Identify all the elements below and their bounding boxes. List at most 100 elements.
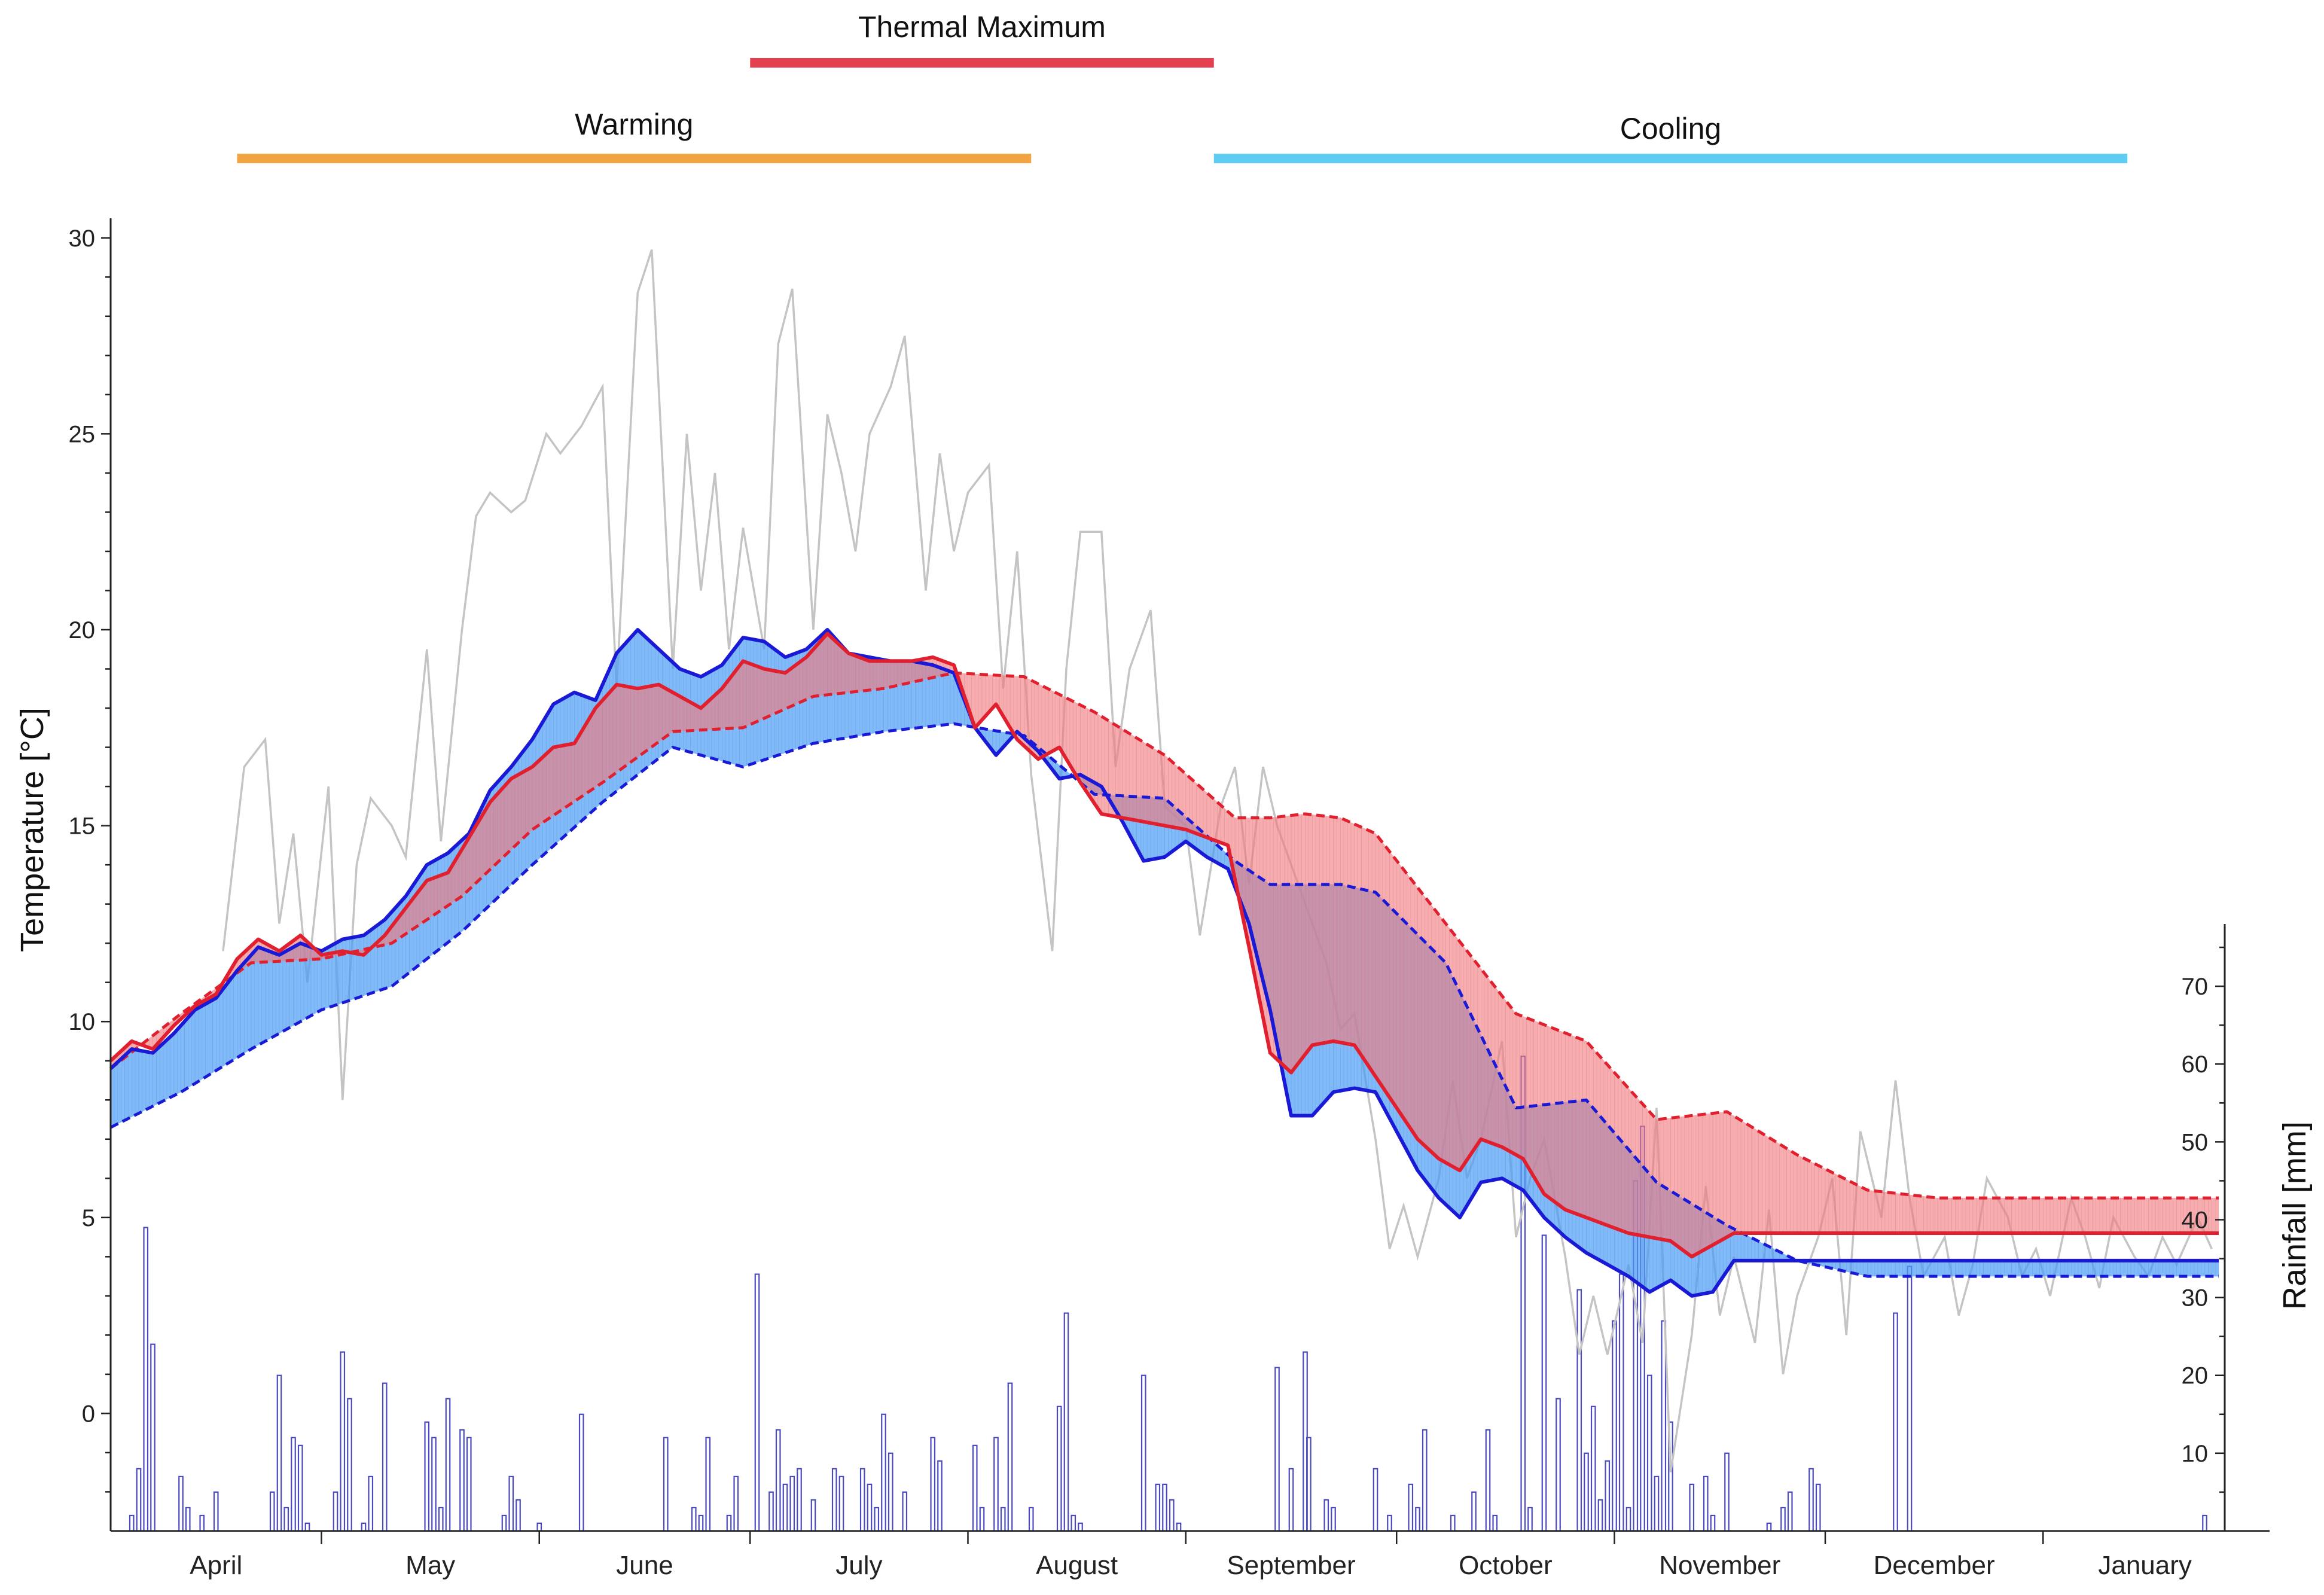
red-band [1554, 1028, 1559, 1205]
blue-band [153, 1049, 157, 1107]
red-band [1941, 1197, 1945, 1234]
blue-band [2208, 1260, 2212, 1277]
rainfall-bar [347, 1398, 352, 1532]
red-band [623, 685, 627, 768]
red-band [1168, 758, 1172, 828]
blue-band [2074, 1260, 2079, 1277]
red-band [1804, 1158, 1808, 1234]
rainfall-bar [881, 1413, 886, 1532]
rainfall-bar [1056, 1405, 1062, 1532]
red-band [1544, 1024, 1548, 1197]
blue-band [943, 669, 947, 725]
blue-band [275, 953, 280, 1036]
month-label: May [405, 1551, 455, 1580]
blue-band [219, 988, 224, 1069]
red-band [1519, 1014, 1524, 1160]
red-band [739, 660, 743, 728]
red-band [1449, 928, 1453, 1167]
red-band [434, 876, 438, 916]
red-band [1614, 1072, 1618, 1230]
red-band [1161, 752, 1165, 826]
red-band [792, 664, 796, 706]
red-band [981, 674, 986, 721]
red-band [736, 665, 740, 728]
blue-band [132, 1048, 136, 1117]
red-band [1463, 946, 1468, 1166]
red-band [1048, 688, 1053, 754]
red-band [1835, 1173, 1840, 1234]
rainfall-bar [859, 1468, 865, 1532]
blue-band [2194, 1260, 2198, 1277]
y2-tick-label: 50 [2182, 1129, 2209, 1155]
red-band [1596, 1052, 1601, 1224]
red-band [666, 688, 670, 737]
red-band [834, 639, 838, 694]
blue-band [1993, 1260, 1998, 1277]
red-band [848, 652, 852, 693]
blue-band [1881, 1260, 1886, 1277]
rainfall-bar [1063, 1312, 1069, 1532]
red-band [1101, 716, 1105, 815]
rainfall-bar [1893, 1312, 1898, 1532]
red-band [785, 670, 789, 709]
red-band [1913, 1195, 1917, 1234]
blue-band [349, 937, 353, 1001]
red-band [1800, 1156, 1805, 1234]
rainfall-bar [930, 1437, 936, 1532]
blue-band [1944, 1260, 1948, 1277]
red-band [2029, 1197, 2033, 1234]
blue-band [2032, 1260, 2036, 1277]
red-band [1368, 830, 1373, 1072]
red-band [795, 662, 800, 705]
red-band [820, 637, 824, 696]
red-band [542, 753, 547, 823]
red-band [1262, 818, 1267, 1036]
red-band [612, 684, 617, 776]
blue-band [2158, 1260, 2163, 1277]
red-band [1758, 1130, 1762, 1234]
blue-band [2130, 1260, 2135, 1277]
blue-band [233, 970, 237, 1060]
red-band [1277, 816, 1281, 1063]
blue-band [191, 1009, 196, 1086]
rainfall-bar [150, 1343, 155, 1532]
blue-band [1916, 1260, 1920, 1277]
blue-band [279, 952, 283, 1034]
blue-band [2049, 1260, 2054, 1277]
blue-band [156, 1046, 160, 1105]
blue-band [2099, 1260, 2103, 1277]
red-band [2000, 1197, 2005, 1234]
red-band [760, 667, 765, 721]
blue-band [2078, 1260, 2082, 1277]
rainfall-bar [516, 1499, 521, 1532]
rainfall-bar [1618, 1273, 1624, 1532]
rainfall-bar [972, 1444, 978, 1532]
red-band [651, 685, 655, 748]
blue-band [149, 1052, 153, 1109]
red-band [1744, 1122, 1749, 1234]
blue-band [2036, 1260, 2040, 1277]
red-band [1607, 1064, 1611, 1227]
red-band [634, 687, 638, 760]
red-band [1561, 1031, 1566, 1210]
red-band [1203, 789, 1207, 838]
red-band [1969, 1197, 1974, 1234]
red-band [715, 691, 719, 730]
red-band [679, 696, 684, 732]
red-band [511, 776, 515, 850]
red-band [852, 654, 856, 693]
red-band [1948, 1197, 1952, 1234]
red-band [1871, 1190, 1875, 1234]
red-band [767, 669, 771, 717]
blue-band [1913, 1260, 1917, 1277]
red-band [595, 703, 599, 788]
red-band [1660, 1118, 1664, 1240]
blue-band [198, 1005, 203, 1082]
red-band [2018, 1197, 2023, 1234]
red-band [844, 649, 849, 693]
red-band [1066, 697, 1070, 766]
red-band [2043, 1197, 2047, 1234]
red-band [2021, 1197, 2026, 1234]
red-band [837, 643, 842, 694]
red-band [1438, 914, 1442, 1161]
